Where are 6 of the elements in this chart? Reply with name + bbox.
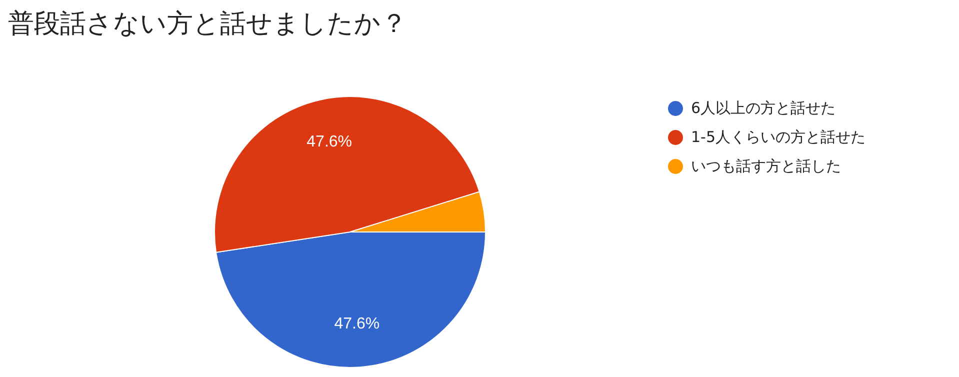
- legend-label: 6人以上の方と話せた: [691, 99, 836, 118]
- data-label: 47.6%: [306, 134, 352, 151]
- legend-label: 1-5人くらいの方と話せた: [691, 128, 866, 147]
- legend-label: いつも話す方と話した: [691, 157, 841, 176]
- chart-title: 普段話さない方と話せましたか？: [8, 8, 407, 41]
- data-label: 47.6%: [334, 315, 380, 332]
